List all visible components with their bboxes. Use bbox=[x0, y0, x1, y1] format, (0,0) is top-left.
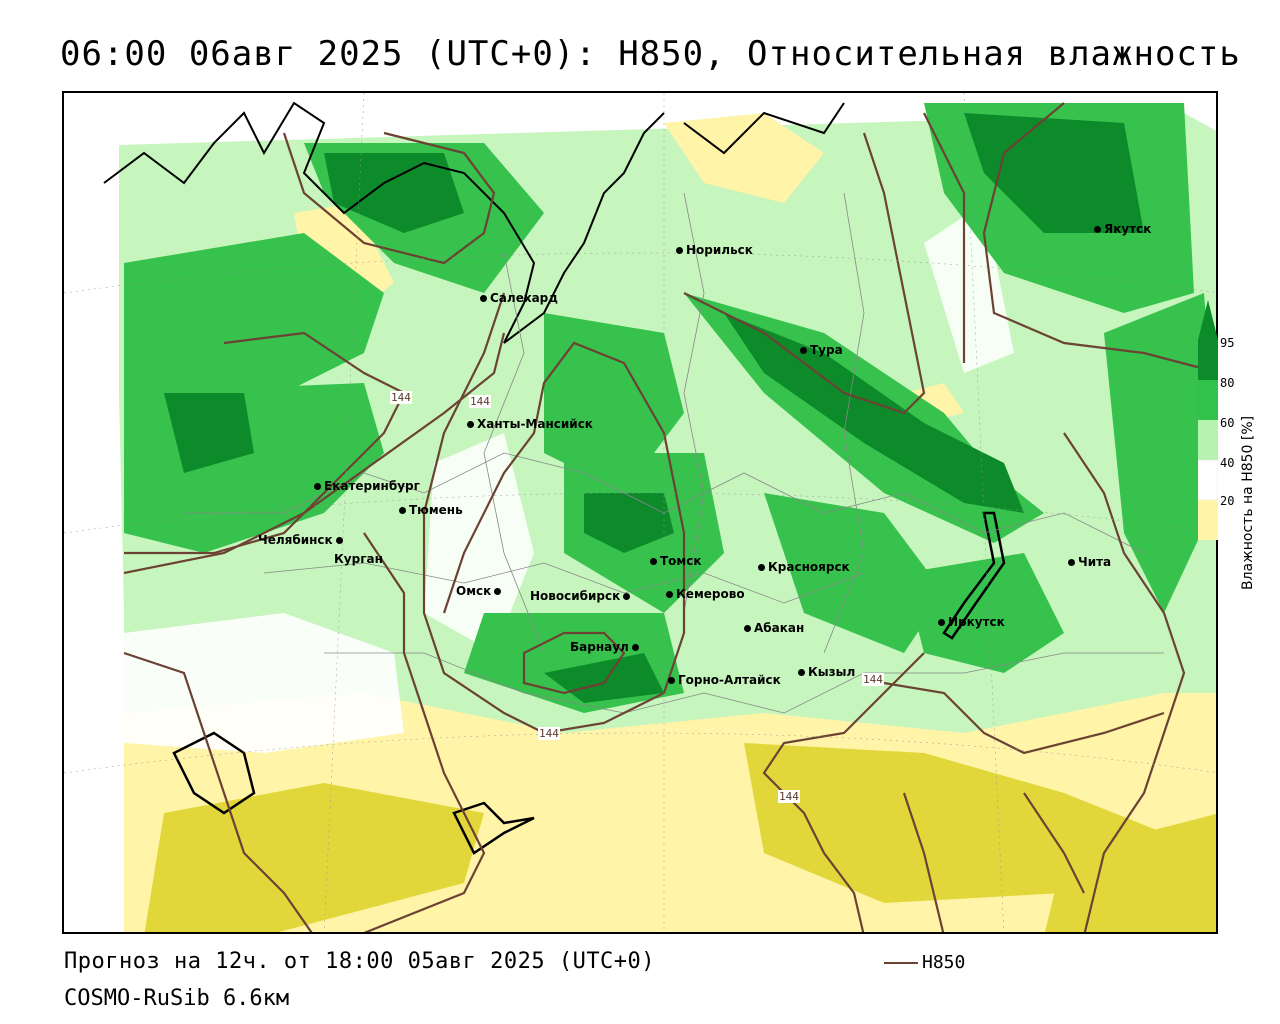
humidity-colorbar: 95 80 60 40 20 bbox=[1198, 300, 1278, 600]
city-chelyabinsk: Челябинск bbox=[258, 533, 346, 547]
city-tomsk: Томск bbox=[650, 554, 702, 568]
city-dot-icon bbox=[314, 483, 321, 490]
colorbar-tick: 95 bbox=[1220, 336, 1235, 350]
city-dot-icon bbox=[623, 593, 631, 600]
city-khanty-mansiysk: Ханты-Мансийск bbox=[467, 417, 593, 431]
city-label: Тюмень bbox=[409, 503, 463, 517]
city-label: Кемерово bbox=[676, 587, 745, 601]
city-label: Норильск bbox=[686, 243, 753, 257]
city-dot-icon bbox=[494, 588, 502, 595]
contour-label: 144 bbox=[469, 395, 491, 408]
city-dot-icon bbox=[480, 295, 487, 302]
model-name: COSMO-RuSib 6.6км bbox=[64, 986, 290, 1011]
contour-label: 144 bbox=[538, 727, 560, 740]
colorbar-title: Влажность на H850 [%] bbox=[1240, 415, 1256, 590]
city-dot-icon bbox=[335, 537, 343, 544]
city-label: Абакан bbox=[754, 621, 805, 635]
city-abakan: Абакан bbox=[744, 621, 804, 635]
city-dot-icon bbox=[744, 625, 751, 632]
city-dot-icon bbox=[666, 591, 673, 598]
city-dot-icon bbox=[668, 677, 675, 684]
contour-label: 144 bbox=[778, 790, 800, 803]
contour-legend-label: H850 bbox=[922, 952, 966, 973]
city-dot-icon bbox=[800, 347, 807, 354]
city-label: Кызыл bbox=[808, 665, 856, 679]
city-barnaul: Барнаул bbox=[570, 640, 642, 654]
contour-legend: H850 bbox=[884, 952, 965, 973]
city-dot-icon bbox=[467, 421, 474, 428]
city-label: Горно-Алтайск bbox=[678, 673, 781, 687]
city-novosibirsk: Новосибирск bbox=[530, 589, 633, 603]
colorbar-tick: 20 bbox=[1220, 494, 1235, 508]
city-omsk: Омск bbox=[456, 584, 504, 598]
h850-contours bbox=[123, 102, 1216, 932]
city-label: Екатеринбург bbox=[324, 479, 420, 493]
city-dot-icon bbox=[938, 619, 945, 626]
weather-map[interactable]: 144 144 144 144 144 Якутск Норильск Сале… bbox=[62, 91, 1218, 934]
city-dot-icon bbox=[1068, 559, 1075, 566]
colorbar-tick: 40 bbox=[1220, 456, 1235, 470]
city-label: Омск bbox=[456, 584, 492, 598]
city-label: Курган bbox=[334, 552, 383, 566]
city-label: Чита bbox=[1078, 555, 1112, 569]
colorbar-tick: 60 bbox=[1220, 416, 1235, 430]
city-dot-icon bbox=[758, 564, 765, 571]
contour-label: 144 bbox=[862, 673, 884, 686]
city-label: Ханты-Мансийск bbox=[477, 417, 593, 431]
city-label: Новосибирск bbox=[530, 589, 621, 603]
colorbar-scale bbox=[1198, 300, 1218, 540]
city-dot-icon bbox=[1094, 226, 1101, 233]
city-dot-icon bbox=[676, 247, 683, 254]
city-dot-icon bbox=[631, 644, 639, 651]
city-kurgan: Курган bbox=[334, 552, 383, 566]
city-norilsk: Норильск bbox=[676, 243, 753, 257]
map-title: 06:00 06авг 2025 (UTC+0): H850, Относите… bbox=[60, 34, 1241, 74]
city-label: Челябинск bbox=[258, 533, 333, 547]
city-salekhard: Салехард bbox=[480, 291, 558, 305]
city-dot-icon bbox=[798, 669, 805, 676]
city-dot-icon bbox=[399, 507, 406, 514]
city-label: Томск bbox=[660, 554, 702, 568]
contour-line-icon bbox=[884, 962, 918, 964]
forecast-info: Прогноз на 12ч. от 18:00 05авг 2025 (UTC… bbox=[64, 949, 656, 974]
city-label: Якутск bbox=[1104, 222, 1152, 236]
city-chita: Чита bbox=[1068, 555, 1111, 569]
city-tyumen: Тюмень bbox=[399, 503, 463, 517]
city-label: Тура bbox=[810, 343, 843, 357]
map-canvas bbox=[64, 93, 1216, 932]
city-label: Салехард bbox=[490, 291, 558, 305]
city-gorno-altaysk: Горно-Алтайск bbox=[668, 673, 781, 687]
city-tura: Тура bbox=[800, 343, 843, 357]
city-kemerovo: Кемерово bbox=[666, 587, 745, 601]
contour-label: 144 bbox=[390, 391, 412, 404]
city-label: Красноярск bbox=[768, 560, 850, 574]
city-krasnoyarsk: Красноярск bbox=[758, 560, 850, 574]
city-irkutsk: Иркутск bbox=[938, 615, 1005, 629]
city-label: Иркутск bbox=[948, 615, 1005, 629]
city-yakutsk: Якутск bbox=[1094, 222, 1151, 236]
city-dot-icon bbox=[650, 558, 657, 565]
city-kyzyl: Кызыл bbox=[798, 665, 855, 679]
colorbar-tick: 80 bbox=[1220, 376, 1235, 390]
city-yekaterinburg: Екатеринбург bbox=[314, 479, 420, 493]
city-label: Барнаул bbox=[570, 640, 629, 654]
